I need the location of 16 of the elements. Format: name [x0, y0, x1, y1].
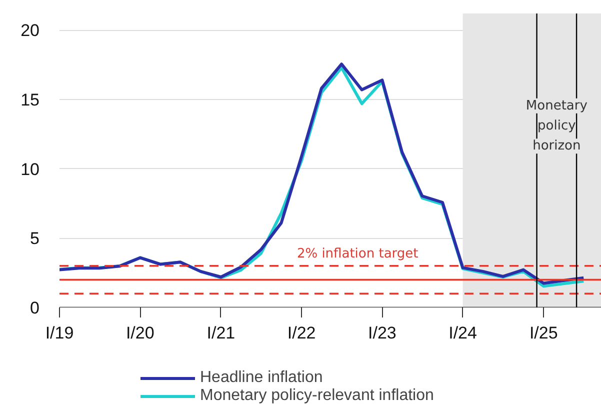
y-tick-label: 10	[20, 160, 40, 179]
x-tick-label: I/25	[529, 324, 558, 342]
y-tick-label: 0	[30, 298, 40, 318]
x-tick-label: I/21	[206, 324, 236, 342]
ref-line-label: 2% inflation target	[296, 246, 418, 262]
x-tick-label: I/20	[126, 324, 154, 342]
x-tick-label: I/22	[287, 324, 316, 342]
x-tick-label: I/24	[448, 324, 477, 342]
annotation: Monetary policy horizon	[526, 98, 588, 154]
legend-label: Monetary policy-relevant inflation	[200, 387, 434, 405]
y-tick-label: 15	[20, 90, 40, 110]
legend-label: Headline inflation	[200, 369, 323, 387]
x-tick-label: I/23	[368, 324, 396, 342]
y-tick-label: 20	[20, 21, 40, 40]
y-tick-label: 5	[30, 229, 40, 248]
x-tick-label: I/19	[45, 324, 74, 342]
